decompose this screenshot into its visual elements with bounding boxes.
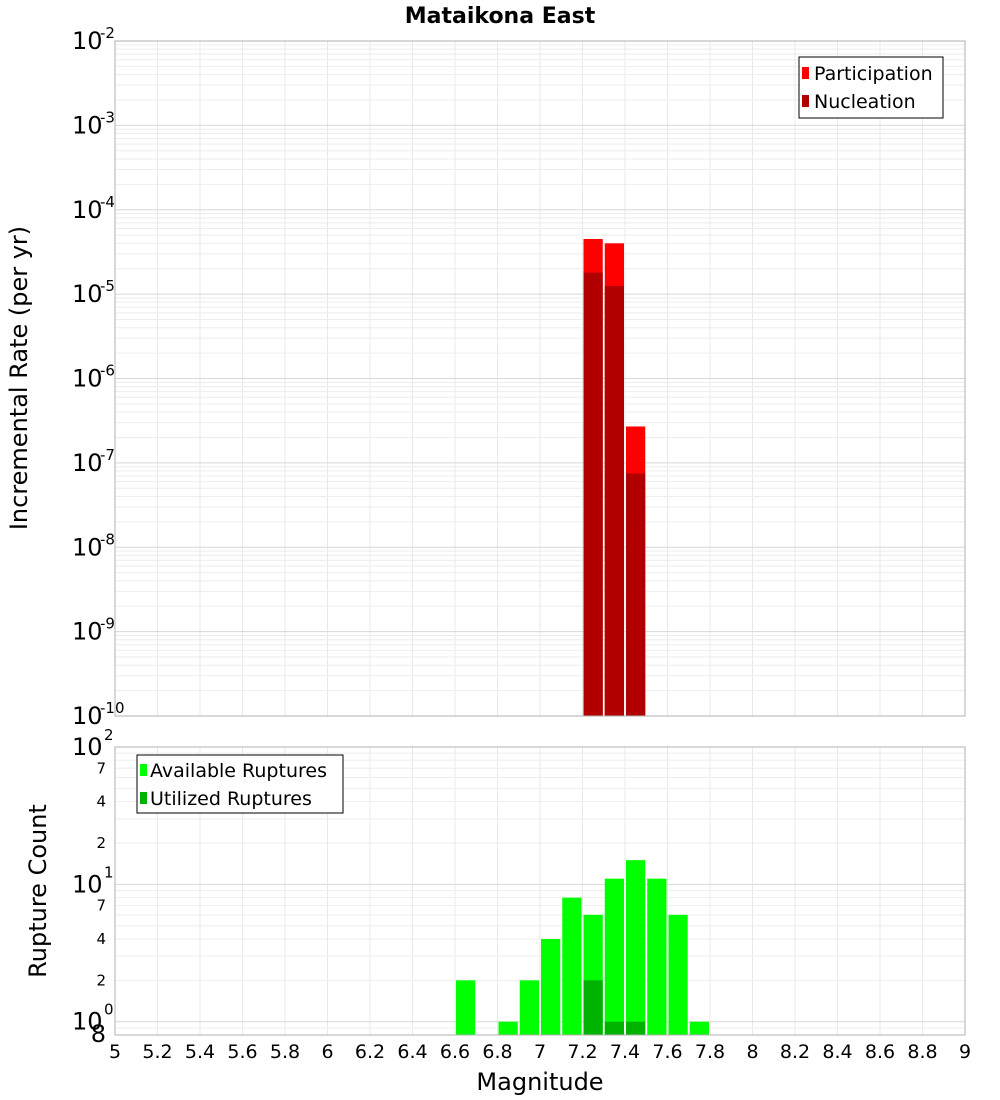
bar-utilized-ruptures <box>583 980 603 1035</box>
top-legend: Participation Nucleation <box>798 56 944 119</box>
bar-available-ruptures <box>498 1021 518 1035</box>
y-minor-tick-label: 4 <box>96 930 106 948</box>
y-tick-exponent: -4 <box>100 193 115 211</box>
y-tick-exponent: -5 <box>100 277 115 295</box>
bar-available-ruptures <box>562 897 582 1035</box>
bar-available-ruptures <box>626 860 646 1035</box>
legend-swatch-participation <box>802 67 809 79</box>
x-tick-label: 5 <box>109 1041 121 1063</box>
y-tick-exponent: 1 <box>104 863 114 881</box>
top-y-axis-label: Incremental Rate (per yr) <box>5 226 33 530</box>
y-minor-tick-label: 2 <box>96 834 106 852</box>
bar-utilized-ruptures <box>626 1021 646 1035</box>
bar-available-ruptures <box>668 914 688 1035</box>
y-tick-exponent: 0 <box>104 1001 114 1019</box>
x-tick-label: 7.6 <box>652 1041 682 1063</box>
top-grid <box>114 40 966 717</box>
x-tick-label: 7.8 <box>695 1041 725 1063</box>
y-tick-exponent: 2 <box>104 726 114 744</box>
legend-label-utilized: Utilized Ruptures <box>150 788 312 810</box>
bar-nucleation <box>604 285 624 716</box>
x-tick-label: 7 <box>534 1041 546 1063</box>
bar-available-ruptures <box>604 878 624 1035</box>
bar-available-ruptures <box>456 980 476 1035</box>
top-bars <box>583 239 646 717</box>
y-tick-exponent: -8 <box>100 530 115 548</box>
y-tick-label: 10 <box>72 365 103 393</box>
bottom-legend: Available Ruptures Utilized Ruptures <box>136 754 344 814</box>
bar-utilized-ruptures <box>604 1021 624 1035</box>
x-tick-label: 8.4 <box>822 1041 852 1063</box>
x-tick-label: 7.2 <box>567 1041 597 1063</box>
x-tick-label: 6 <box>321 1041 333 1063</box>
y-tick-label: 10 <box>72 449 103 477</box>
x-tick-label: 5.4 <box>185 1041 215 1063</box>
top-legend-box <box>798 56 944 119</box>
x-ticks: 5 5.2 5.4 5.6 5.8 6 6.2 6.4 6.6 6.8 7 7.2 7.4 7.6 7.8 8… <box>109 1041 971 1063</box>
y-tick-exponent: -10 <box>100 699 125 717</box>
y-minor-tick-label: 7 <box>96 897 106 915</box>
y-tick-label: 10 <box>72 533 103 561</box>
y-tick-exponent: -6 <box>100 362 115 380</box>
bottom-bars <box>456 860 709 1035</box>
x-tick-label: 6.4 <box>397 1041 427 1063</box>
x-tick-label: 9 <box>959 1041 971 1063</box>
bar-available-ruptures <box>541 939 561 1035</box>
y-minor-tick-label: 4 <box>96 793 106 811</box>
legend-swatch-nucleation <box>802 95 809 107</box>
y-minor-tick-label: 2 <box>96 971 106 989</box>
y-minor-tick-label: 8 <box>91 1020 106 1048</box>
legend-swatch-utilized <box>140 792 147 804</box>
legend-label-available: Available Ruptures <box>150 760 327 782</box>
y-tick-label: 10 <box>72 280 103 308</box>
bottom-y-axis-label: Rupture Count <box>24 804 52 978</box>
legend-label-participation: Participation <box>814 63 933 85</box>
x-tick-label: 6.8 <box>482 1041 512 1063</box>
x-tick-label: 5.2 <box>142 1041 172 1063</box>
bottom-plot-frame <box>114 746 966 1036</box>
bar-nucleation <box>583 272 603 716</box>
legend-label-nucleation: Nucleation <box>814 91 916 113</box>
y-tick-label: 10 <box>72 27 103 55</box>
y-tick-exponent: -9 <box>100 615 115 633</box>
y-tick-label: 10 <box>72 111 103 139</box>
y-tick-label: 10 <box>72 1008 103 1036</box>
top-plot-frame <box>114 40 966 717</box>
bar-available-ruptures <box>519 980 539 1035</box>
y-minor-tick-label: 7 <box>96 759 106 777</box>
y-tick-label: 10 <box>72 733 103 761</box>
x-tick-label: 5.8 <box>270 1041 300 1063</box>
x-tick-label: 8.8 <box>907 1041 937 1063</box>
chart-title: Mataikona East <box>405 4 596 29</box>
y-tick-exponent: -2 <box>100 24 115 42</box>
y-tick-label: 10 <box>72 196 103 224</box>
y-tick-label: 10 <box>72 870 103 898</box>
bar-nucleation <box>626 473 646 716</box>
x-tick-label: 8 <box>746 1041 758 1063</box>
y-tick-label: 10 <box>72 702 103 730</box>
x-tick-label: 6.2 <box>355 1041 385 1063</box>
bar-available-ruptures <box>647 878 667 1035</box>
x-tick-label: 8.2 <box>780 1041 810 1063</box>
legend-swatch-available <box>140 764 147 776</box>
y-tick-exponent: -7 <box>100 446 115 464</box>
x-tick-label: 8.6 <box>865 1041 895 1063</box>
y-tick-label: 10 <box>72 618 103 646</box>
x-tick-label: 6.6 <box>440 1041 470 1063</box>
x-axis-label: Magnitude <box>476 1068 603 1096</box>
x-tick-label: 5.6 <box>227 1041 257 1063</box>
y-tick-exponent: -3 <box>100 108 115 126</box>
bottom-legend-box <box>136 754 344 814</box>
bar-available-ruptures <box>689 1021 709 1035</box>
x-tick-label: 7.4 <box>610 1041 640 1063</box>
